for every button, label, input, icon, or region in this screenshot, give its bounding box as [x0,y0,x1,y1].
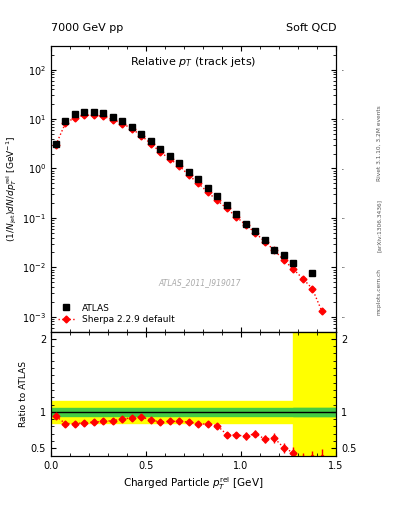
ATLAS [177,160,182,166]
Sherpa 2.2.9 default [272,247,277,253]
Text: [arXiv:1306.3436]: [arXiv:1306.3436] [377,199,382,252]
Sherpa 2.2.9 default [291,266,296,272]
ATLAS [158,146,163,152]
ATLAS [281,251,286,258]
Sherpa 2.2.9 default [196,180,201,186]
ATLAS [82,109,87,115]
Sherpa 2.2.9 default [206,189,210,195]
Sherpa 2.2.9 default [253,230,258,236]
ATLAS [149,138,153,144]
ATLAS [263,238,267,244]
Sherpa 2.2.9 default [224,205,229,211]
ATLAS [129,123,134,130]
ATLAS [272,247,277,253]
Sherpa 2.2.9 default [149,140,153,146]
Sherpa 2.2.9 default [129,125,134,132]
Y-axis label: $(1/N_\mathrm{jet})dN/dp_T^\mathrm{rel}\ [\mathrm{GeV}^{-1}]$: $(1/N_\mathrm{jet})dN/dp_T^\mathrm{rel}\… [5,136,20,242]
Sherpa 2.2.9 default [215,198,220,204]
ATLAS [243,221,248,227]
Sherpa 2.2.9 default [92,112,96,118]
Y-axis label: Ratio to ATLAS: Ratio to ATLAS [19,360,28,426]
Sherpa 2.2.9 default [234,214,239,220]
Sherpa 2.2.9 default [177,163,182,169]
Line: ATLAS: ATLAS [52,109,316,277]
Sherpa 2.2.9 default [139,133,144,139]
Sherpa 2.2.9 default [263,239,267,245]
Text: Relative $p_T$ (track jets): Relative $p_T$ (track jets) [130,55,257,69]
Sherpa 2.2.9 default [243,222,248,228]
Sherpa 2.2.9 default [186,172,191,178]
ATLAS [101,111,106,117]
Bar [51,408,336,416]
Text: ATLAS_2011_I919017: ATLAS_2011_I919017 [158,279,241,288]
Text: mcplots.cern.ch: mcplots.cern.ch [377,268,382,315]
ATLAS [310,270,315,276]
ATLAS [253,228,258,234]
Text: Soft QCD: Soft QCD [286,23,336,33]
ATLAS [139,131,144,137]
ATLAS [224,202,229,208]
Sherpa 2.2.9 default [120,120,125,126]
ATLAS [53,140,58,146]
Sherpa 2.2.9 default [82,112,87,118]
Sherpa 2.2.9 default [281,257,286,263]
ATLAS [110,114,115,120]
Sherpa 2.2.9 default [101,113,106,119]
ATLAS [92,109,96,115]
X-axis label: Charged Particle $p_T^\mathrm{rel}$ [GeV]: Charged Particle $p_T^\mathrm{rel}$ [GeV… [123,475,264,492]
ATLAS [167,153,172,159]
ATLAS [234,211,239,217]
Legend: ATLAS, Sherpa 2.2.9 default: ATLAS, Sherpa 2.2.9 default [55,301,177,327]
ATLAS [291,260,296,266]
ATLAS [186,169,191,175]
Sherpa 2.2.9 default [300,275,305,282]
Text: Rivet 3.1.10, 3.2M events: Rivet 3.1.10, 3.2M events [377,105,382,181]
Sherpa 2.2.9 default [320,308,324,314]
Sherpa 2.2.9 default [167,156,172,162]
ATLAS [72,111,77,117]
Sherpa 2.2.9 default [72,115,77,121]
Sherpa 2.2.9 default [63,120,68,126]
Sherpa 2.2.9 default [310,286,315,292]
Sherpa 2.2.9 default [53,142,58,148]
Sherpa 2.2.9 default [110,117,115,123]
ATLAS [215,193,220,199]
Sherpa 2.2.9 default [158,149,163,155]
ATLAS [120,118,125,124]
Bar [51,401,336,423]
ATLAS [206,185,210,191]
ATLAS [196,176,201,182]
Line: Sherpa 2.2.9 default: Sherpa 2.2.9 default [53,113,324,313]
Text: 7000 GeV pp: 7000 GeV pp [51,23,123,33]
ATLAS [63,118,68,124]
